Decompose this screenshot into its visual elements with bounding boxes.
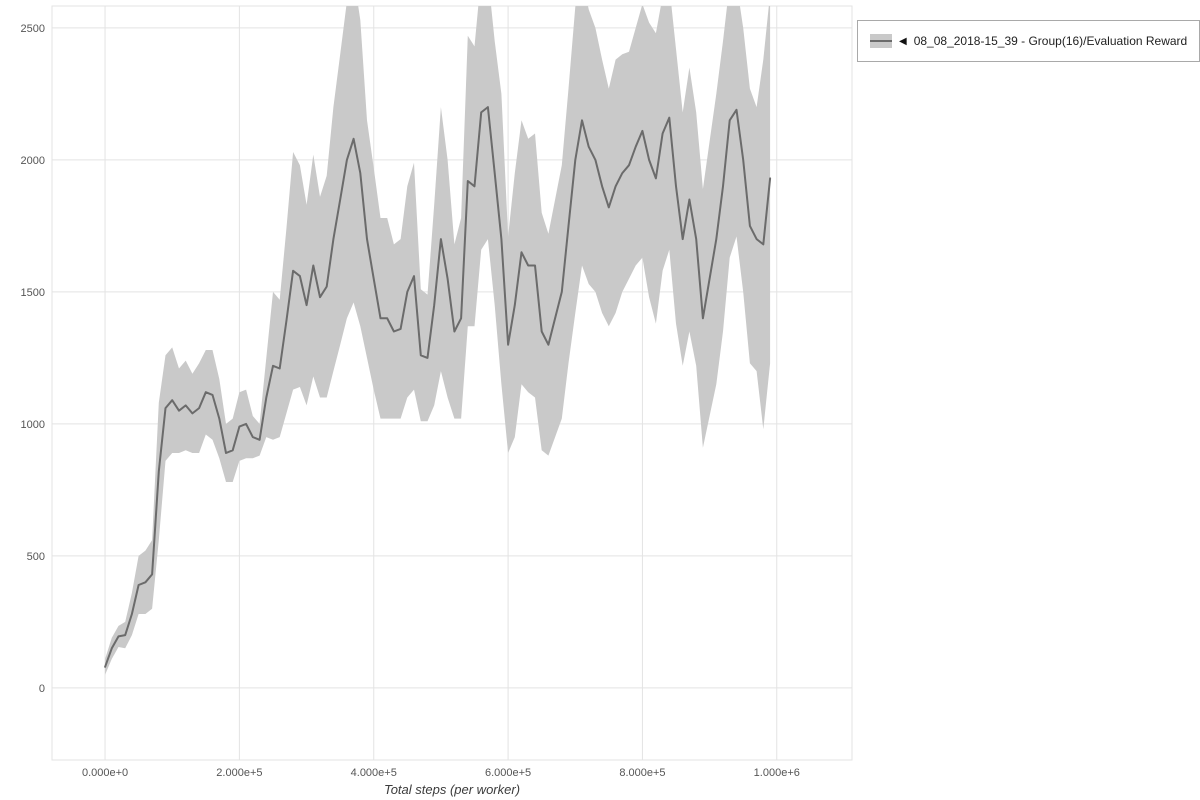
y-tick-label: 500 xyxy=(27,551,45,563)
legend-series-label: 08_08_2018-15_39 - Group(16)/Evaluation … xyxy=(913,34,1188,48)
x-tick-label: 1.000e+6 xyxy=(754,767,800,779)
x-tick-label: 2.000e+5 xyxy=(216,767,262,779)
y-tick-label: 2000 xyxy=(21,155,45,167)
y-tick-label: 2500 xyxy=(21,23,45,35)
confidence-band xyxy=(105,6,771,675)
x-tick-label: 6.000e+5 xyxy=(485,767,531,779)
x-tick-label: 4.000e+5 xyxy=(351,767,397,779)
y-tick-label: 1000 xyxy=(21,419,45,431)
x-axis-title: Total steps (per worker) xyxy=(384,782,520,797)
chart-canvas[interactable]: 0 500 1000 1500 2000 2500 0.000e+0 2.000e+5 4.00… xyxy=(0,0,860,800)
y-tick-label: 0 xyxy=(39,683,45,695)
legend[interactable]: ◀ 08_08_2018-15_39 - Group(16)/Evaluatio… xyxy=(857,20,1200,62)
mean-line xyxy=(104,106,772,668)
y-tick-label: 1500 xyxy=(21,287,45,299)
legend-line-swatch-icon xyxy=(870,40,892,42)
legend-band-swatch-icon xyxy=(870,34,892,48)
plot-border xyxy=(51,5,853,761)
x-tick-label: 0.000e+0 xyxy=(82,767,128,779)
x-tick-label: 8.000e+5 xyxy=(619,767,665,779)
legend-marker-icon: ◀ xyxy=(899,35,907,47)
